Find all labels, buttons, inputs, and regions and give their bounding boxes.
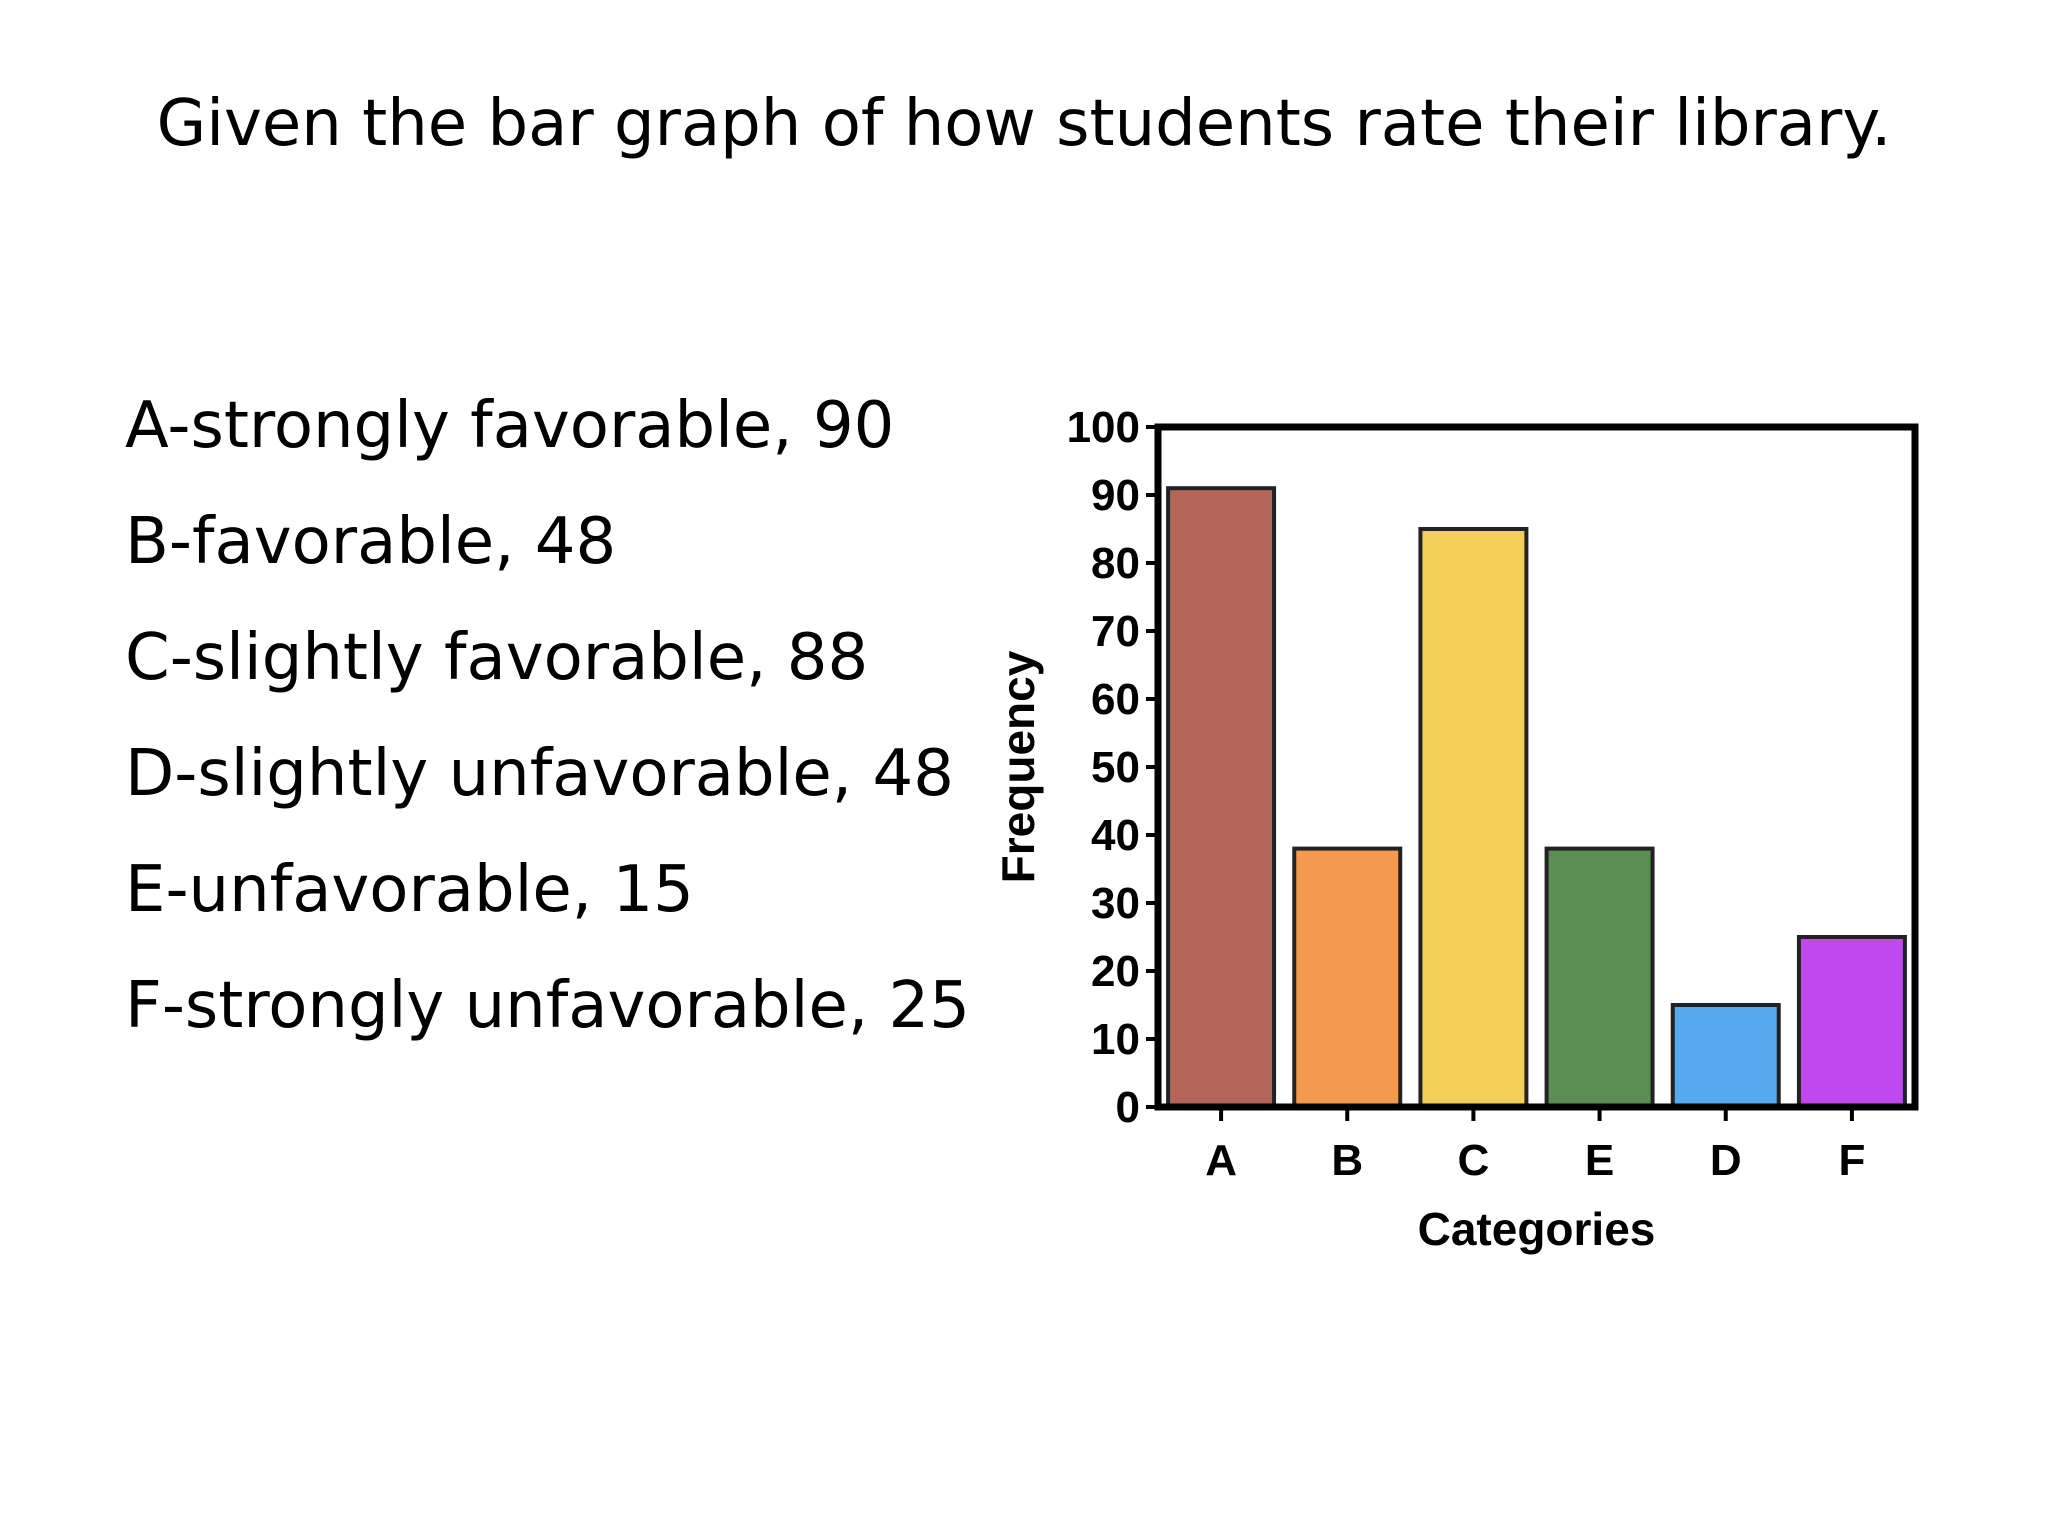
bar-d [1670,1003,1781,1109]
x-tick-label: A [1205,1136,1237,1185]
bar-c [1418,527,1529,1109]
y-tick-label: 90 [1091,471,1140,520]
x-tick-label: D [1710,1136,1742,1185]
y-tick-label: 60 [1091,675,1140,724]
category-item-a: A-strongly favorable, 90 [125,389,895,463]
bar-a [1166,486,1277,1109]
x-tick-label: C [1458,1136,1490,1185]
plot-frame [1154,423,1919,1111]
category-list: A-strongly favorable, 90 B-favorable, 48… [125,386,965,1066]
y-tick-label: 40 [1091,811,1140,860]
category-item-c: C-slightly favorable, 88 [125,621,869,695]
y-axis-label: Frequency [992,650,1044,883]
y-tick-label: 30 [1091,879,1140,928]
y-tick-label: 20 [1091,947,1140,996]
category-item-f: F-strongly unfavorable, 25 [125,969,965,1043]
y-axis-ticks: 0 10 20 30 40 50 60 70 80 90 100 [1067,403,1158,1132]
category-item-e: E-unfavorable, 15 [125,853,694,927]
bar-f [1796,935,1907,1109]
category-item-d: D-slightly unfavorable, 48 [125,737,954,811]
slide-title: Given the bar graph of how students rate… [156,87,1892,161]
y-tick-label: 100 [1067,403,1140,452]
x-tick-label: F [1838,1136,1865,1185]
y-tick-label: 70 [1091,607,1140,656]
x-tick-label: B [1331,1136,1363,1185]
x-tick-label: E [1585,1136,1614,1185]
y-tick-label: 10 [1091,1015,1140,1064]
y-tick-label: 50 [1091,743,1140,792]
y-tick-label: 0 [1116,1083,1140,1132]
bar-e [1544,846,1655,1109]
bar-b [1292,846,1403,1109]
y-tick-label: 80 [1091,539,1140,588]
category-item-b: B-favorable, 48 [125,505,617,579]
x-axis-label: Categories [1418,1203,1656,1255]
bars [1166,486,1907,1109]
